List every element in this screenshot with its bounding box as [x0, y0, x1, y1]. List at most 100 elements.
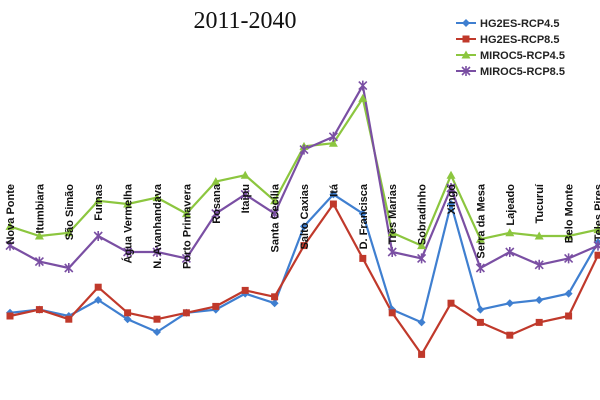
data-point-miroc5-rcp4-5-20 — [593, 225, 600, 234]
category-label-tres-marias: Três Marias — [387, 184, 399, 245]
data-point-miroc5-rcp8-5-9 — [270, 208, 280, 219]
data-point-hg2es-rcp4-5-14 — [417, 318, 426, 327]
data-point-hg2es-rcp4-5-19 — [564, 289, 573, 298]
data-point-miroc5-rcp8-5-12 — [358, 80, 368, 91]
data-point-miroc5-rcp8-5-6 — [181, 253, 191, 264]
data-point-miroc5-rcp4-5-4 — [123, 199, 133, 208]
legend-marker-hg2es-rcp4-5 — [462, 19, 470, 27]
data-point-miroc5-rcp8-5-7 — [211, 208, 221, 219]
category-label-sao-simao: São Simão — [64, 184, 76, 241]
data-point-miroc5-rcp4-5-5 — [152, 193, 162, 202]
category-label-agua-vermelha: Água Vermelha — [122, 183, 135, 263]
data-point-hg2es-rcp8-5-15 — [447, 299, 455, 307]
data-point-miroc5-rcp8-5-14 — [417, 253, 427, 264]
data-point-miroc5-rcp4-5-2 — [64, 228, 74, 237]
legend-label-miroc5-rcp4-5: MIROC5-RCP4.5 — [480, 50, 565, 62]
data-point-hg2es-rcp8-5-17 — [506, 331, 514, 339]
data-point-miroc5-rcp8-5-13 — [387, 247, 397, 257]
data-point-hg2es-rcp8-5-12 — [359, 254, 367, 262]
data-point-hg2es-rcp8-5-6 — [182, 309, 190, 317]
category-labels: Nova Ponte Itumbiara São Simão Furnas Água V… — [5, 183, 600, 269]
data-point-hg2es-rcp8-5-11 — [329, 200, 337, 208]
data-point-hg2es-rcp8-5-9 — [271, 293, 279, 301]
data-point-miroc5-rcp4-5-18 — [534, 231, 544, 240]
data-point-miroc5-rcp8-5-11 — [328, 131, 338, 142]
data-point-hg2es-rcp8-5-14 — [418, 350, 426, 358]
data-point-hg2es-rcp8-5-18 — [535, 318, 543, 326]
data-point-hg2es-rcp8-5-13 — [388, 309, 396, 317]
data-point-miroc5-rcp8-5-4 — [123, 247, 133, 257]
data-point-hg2es-rcp4-5-5 — [153, 328, 161, 336]
chart-title: 2011-2040 — [193, 8, 296, 34]
data-point-miroc5-rcp4-5-15 — [446, 170, 456, 179]
data-point-hg2es-rcp8-5-7 — [212, 302, 220, 310]
data-point-hg2es-rcp4-5-4 — [123, 315, 132, 324]
category-label-itumbiara: Itumbiara — [34, 183, 46, 233]
data-point-miroc5-rcp8-5-1 — [34, 256, 44, 267]
data-point-miroc5-rcp4-5-11 — [328, 138, 338, 147]
data-point-hg2es-rcp8-5-19 — [565, 312, 573, 320]
legend-label-hg2es-rcp4-5: HG2ES-RCP4.5 — [480, 18, 559, 30]
legend-label-miroc5-rcp8-5: MIROC5-RCP8.5 — [480, 66, 565, 78]
category-label-salto-caxias: Salto Caxias — [299, 184, 311, 249]
data-point-miroc5-rcp4-5-7 — [211, 177, 221, 186]
category-label-tucurui: Tucuruí — [534, 183, 546, 223]
legend: HG2ES-RCP4.5 HG2ES-RCP8.5 MIROC5-RCP4.5 MIR… — [456, 18, 565, 78]
category-label-furnas: Furnas — [93, 184, 105, 221]
data-point-miroc5-rcp4-5-8 — [240, 170, 250, 179]
legend-marker-miroc5-rcp8-5 — [461, 66, 471, 76]
category-label-nova-ponte: Nova Ponte — [5, 184, 17, 245]
data-point-miroc5-rcp8-5-3 — [93, 231, 103, 241]
data-point-miroc5-rcp4-5-12 — [358, 93, 368, 102]
data-point-hg2es-rcp4-5-3 — [94, 296, 103, 304]
data-point-hg2es-rcp8-5-20 — [594, 251, 600, 259]
category-label-n-avanhandava: N. Avanhandava — [152, 183, 164, 269]
category-label-ita: Itá — [328, 183, 340, 197]
data-point-hg2es-rcp4-5-15 — [447, 200, 455, 208]
data-point-hg2es-rcp4-5-16 — [476, 305, 485, 314]
data-point-hg2es-rcp8-5-4 — [124, 309, 132, 317]
category-label-serra-da-mesa: Serra da Mesa — [475, 183, 487, 258]
data-point-miroc5-rcp8-5-2 — [64, 263, 74, 273]
data-point-miroc5-rcp8-5-20 — [593, 240, 600, 251]
data-point-hg2es-rcp8-5-1 — [35, 306, 43, 314]
category-label-teles-pires: Teles Pires — [593, 184, 600, 241]
data-point-miroc5-rcp4-5-19 — [564, 231, 574, 240]
data-point-miroc5-rcp4-5-14 — [417, 241, 427, 250]
category-label-xingo: Xingó — [446, 184, 458, 215]
series-markers — [5, 80, 600, 358]
category-label-lajeado: Lajeado — [505, 184, 517, 226]
data-point-hg2es-rcp4-5-12 — [358, 209, 367, 218]
category-label-itaipu: Itaipu — [240, 184, 252, 213]
data-point-hg2es-rcp8-5-3 — [94, 283, 102, 291]
data-point-miroc5-rcp4-5-17 — [505, 228, 515, 237]
data-point-miroc5-rcp4-5-0 — [5, 221, 15, 230]
category-label-belo-monte: Belo Monte — [564, 184, 576, 243]
data-point-miroc5-rcp8-5-16 — [475, 263, 485, 273]
category-label-d-francisca: D. Francisca — [358, 183, 370, 249]
data-point-miroc5-rcp8-5-18 — [534, 259, 544, 270]
data-point-miroc5-rcp8-5-8 — [240, 189, 250, 200]
legend-label-hg2es-rcp8-5: HG2ES-RCP8.5 — [480, 34, 559, 46]
category-label-santa-cecilia: Santa Cecília — [270, 183, 282, 252]
data-point-miroc5-rcp4-5-1 — [34, 231, 44, 240]
legend-marker-miroc5-rcp4-5 — [461, 50, 471, 59]
category-label-porto-primavera: Porto Primavera — [181, 183, 193, 269]
data-point-hg2es-rcp4-5-11 — [329, 190, 338, 199]
category-label-sobradinho: Sobradinho — [417, 184, 429, 245]
data-point-miroc5-rcp8-5-5 — [152, 247, 162, 257]
data-point-hg2es-rcp4-5-9 — [270, 299, 279, 308]
category-label-rosana: Rosana — [211, 183, 223, 224]
data-point-miroc5-rcp4-5-6 — [181, 209, 191, 218]
data-point-miroc5-rcp4-5-13 — [387, 228, 397, 237]
data-point-miroc5-rcp8-5-15 — [446, 183, 456, 193]
data-point-hg2es-rcp8-5-2 — [65, 315, 73, 323]
data-point-miroc5-rcp8-5-19 — [564, 253, 574, 264]
data-point-hg2es-rcp8-5-0 — [6, 312, 14, 320]
data-point-hg2es-rcp8-5-16 — [476, 318, 484, 326]
data-point-miroc5-rcp4-5-16 — [475, 234, 485, 243]
legend-marker-hg2es-rcp8-5 — [462, 35, 470, 43]
data-point-hg2es-rcp8-5-8 — [241, 286, 249, 294]
data-point-miroc5-rcp8-5-10 — [299, 144, 309, 155]
